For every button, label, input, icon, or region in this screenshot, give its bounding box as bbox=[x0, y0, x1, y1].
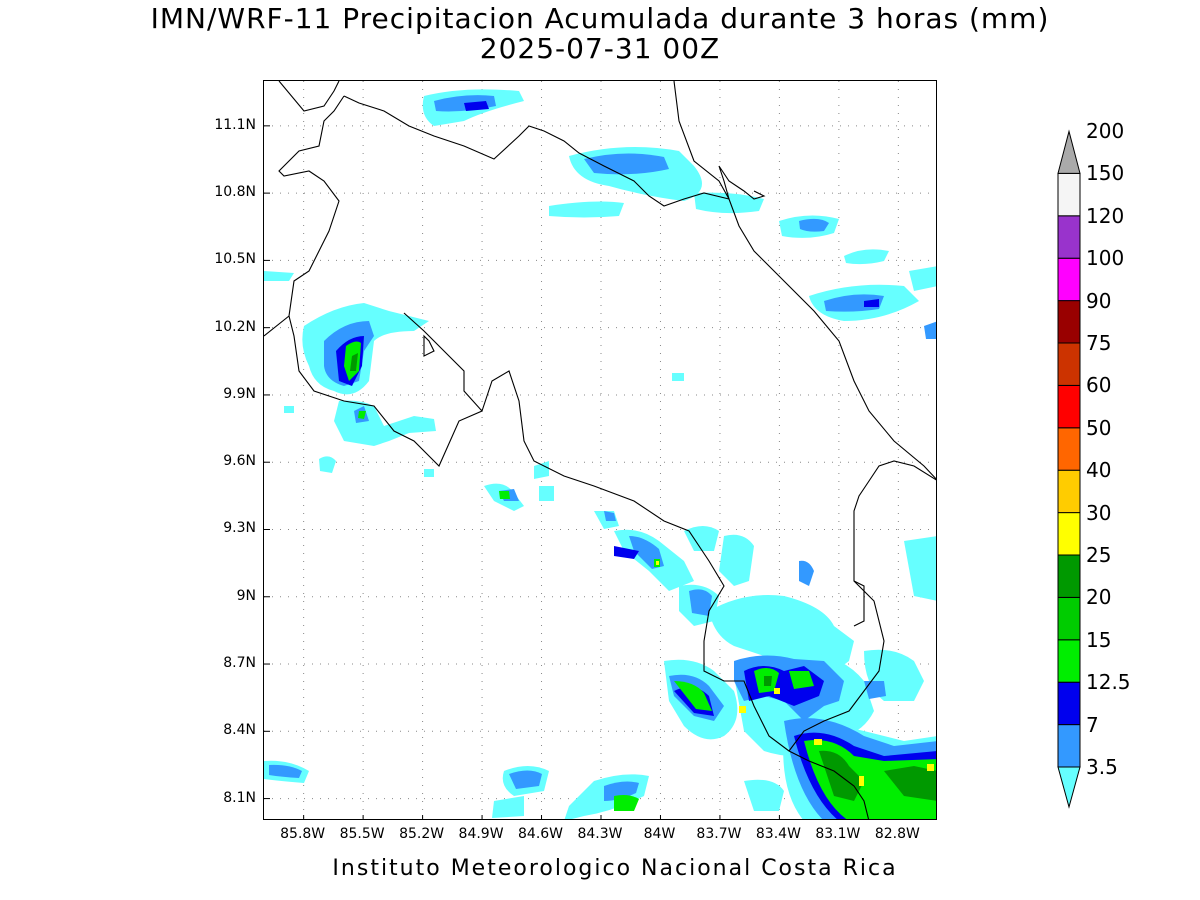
lat-tick-label: 8.4N bbox=[223, 722, 256, 739]
lat-tick-label: 10.8N bbox=[214, 184, 256, 201]
lon-tick-label: 84.3W bbox=[577, 826, 623, 842]
colorbar-swatch bbox=[1057, 342, 1081, 386]
colorbar-level-label: 90 bbox=[1086, 288, 1112, 313]
colorbar-swatch bbox=[1057, 681, 1081, 726]
colorbar-swatch bbox=[1057, 427, 1081, 471]
lat-tick-label: 9N bbox=[236, 587, 256, 604]
colorbar-swatch bbox=[1057, 554, 1081, 598]
colorbar-level-label: 3.5 bbox=[1086, 755, 1118, 779]
colorbar-swatch bbox=[1057, 724, 1081, 768]
map-canvas bbox=[264, 81, 936, 819]
colorbar-swatch bbox=[1057, 215, 1081, 259]
colorbar-swatch bbox=[1057, 384, 1081, 429]
lon-tick-label: 85.5W bbox=[339, 826, 385, 842]
colorbar-swatch bbox=[1057, 257, 1081, 302]
precipitation-colorbar bbox=[1057, 129, 1081, 809]
colorbar-level-label: 75 bbox=[1086, 331, 1112, 355]
lat-tick-label: 11.1N bbox=[214, 116, 256, 133]
lat-tick-label: 8.7N bbox=[223, 655, 256, 672]
precip-contours bbox=[264, 89, 936, 819]
lat-tick-label: 9.3N bbox=[223, 520, 256, 537]
lat-tick-label: 10.2N bbox=[214, 318, 256, 335]
colorbar-level-label: 100 bbox=[1086, 246, 1125, 271]
colorbar-level-label: 40 bbox=[1086, 458, 1112, 483]
lon-tick-label: 82.8W bbox=[874, 826, 920, 842]
colorbar-swatch bbox=[1057, 300, 1081, 344]
colorbar-level-label: 200 bbox=[1086, 119, 1125, 143]
footer-credit: Instituto Meteorologico Nacional Costa R… bbox=[332, 856, 898, 881]
lat-tick-label: 9.6N bbox=[223, 453, 256, 470]
lon-tick-label: 83.1W bbox=[815, 826, 861, 842]
colorbar-swatch bbox=[1057, 766, 1081, 809]
colorbar-level-label: 15 bbox=[1086, 627, 1112, 652]
lon-tick-label: 83.4W bbox=[755, 826, 801, 842]
colorbar-level-label: 150 bbox=[1086, 161, 1125, 186]
colorbar-swatch bbox=[1057, 172, 1081, 217]
colorbar-level-label: 60 bbox=[1086, 373, 1112, 398]
lon-tick-label: 85.2W bbox=[399, 826, 445, 842]
colorbar-level-label: 12.5 bbox=[1086, 670, 1131, 695]
lon-tick-label: 84W bbox=[643, 826, 676, 842]
colorbar-level-label: 30 bbox=[1086, 500, 1112, 525]
colorbar-swatch bbox=[1057, 639, 1081, 683]
colorbar-swatch bbox=[1057, 596, 1081, 641]
map-title: IMN/WRF-11 Precipitacion Acumulada duran… bbox=[150, 2, 1050, 35]
colorbar-swatch bbox=[1057, 512, 1081, 556]
colorbar-level-label: 120 bbox=[1086, 203, 1125, 228]
colorbar-level-label: 25 bbox=[1086, 543, 1112, 567]
colorbar-level-label: 20 bbox=[1086, 585, 1112, 610]
lon-tick-label: 85.8W bbox=[280, 826, 326, 842]
lon-tick-label: 84.6W bbox=[518, 826, 564, 842]
precipitation-map bbox=[263, 80, 937, 820]
colorbar-level-label: 50 bbox=[1086, 415, 1112, 440]
lat-tick-label: 9.9N bbox=[223, 385, 256, 402]
lat-tick-label: 8.1N bbox=[223, 789, 256, 806]
colorbar-level-label: 7 bbox=[1086, 712, 1099, 737]
map-subtitle: 2025-07-31 00Z bbox=[479, 32, 721, 65]
lon-tick-label: 83.7W bbox=[696, 826, 742, 842]
lat-tick-label: 10.5N bbox=[214, 251, 256, 268]
coastline bbox=[264, 81, 936, 819]
lon-tick-label: 84.9W bbox=[458, 826, 504, 842]
colorbar-swatch bbox=[1057, 469, 1081, 514]
colorbar-swatch bbox=[1057, 129, 1081, 174]
